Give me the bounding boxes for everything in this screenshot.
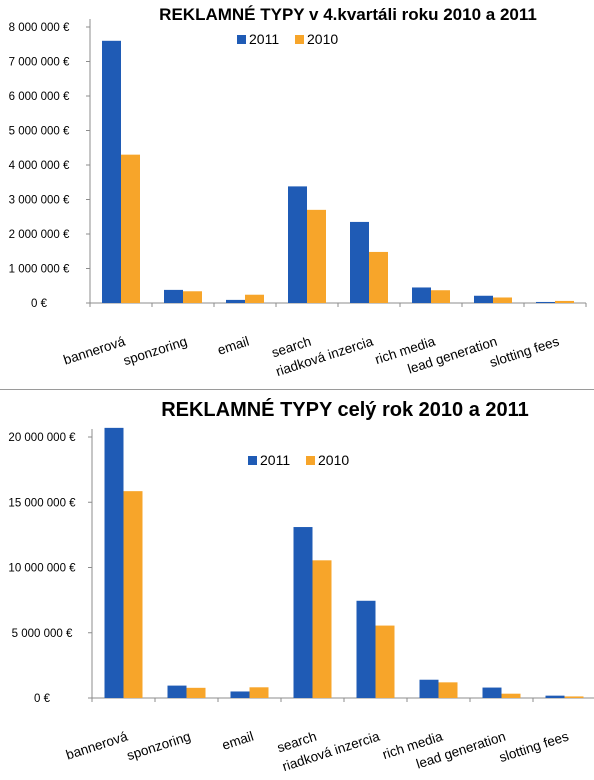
y-tick-label: 8 000 000 € bbox=[9, 22, 70, 34]
y-tick-label: 6 000 000 € bbox=[9, 91, 70, 103]
bar-2010-0 bbox=[123, 491, 143, 698]
bar-2011-5 bbox=[419, 679, 439, 698]
bar-2010-6 bbox=[493, 297, 512, 303]
bar-2010-7 bbox=[564, 696, 584, 698]
y-tick-label: 0 € bbox=[31, 298, 48, 310]
category-label: sponzoring bbox=[121, 334, 188, 369]
bar-2010-4 bbox=[375, 625, 395, 698]
bar-2011-2 bbox=[226, 299, 245, 303]
y-tick-label: 0 € bbox=[34, 693, 51, 705]
legend-swatch-2011 bbox=[248, 456, 257, 465]
y-tick-label: 3 000 000 € bbox=[9, 195, 70, 207]
bar-2010-4 bbox=[369, 251, 388, 303]
bar-2010-0 bbox=[121, 154, 140, 303]
bar-2011-7 bbox=[545, 695, 565, 698]
category-label: sponzoring bbox=[125, 729, 192, 764]
category-label: slotting fees bbox=[497, 729, 570, 766]
bar-2011-6 bbox=[474, 295, 493, 303]
bar-2010-7 bbox=[555, 300, 574, 303]
y-tick-label: 10 000 000 € bbox=[8, 563, 76, 575]
bar-2010-3 bbox=[312, 560, 332, 698]
legend-swatch-2011 bbox=[237, 35, 246, 44]
bar-2011-2 bbox=[230, 691, 250, 698]
legend-swatch-2010 bbox=[306, 456, 315, 465]
bar-2011-6 bbox=[482, 687, 502, 698]
bar-2010-5 bbox=[431, 290, 450, 303]
category-label: bannerová bbox=[62, 333, 128, 367]
legend-label-2011: 2011 bbox=[260, 452, 290, 468]
y-tick-label: 15 000 000 € bbox=[8, 497, 76, 509]
bar-2011-0 bbox=[102, 40, 121, 304]
bar-2010-6 bbox=[501, 693, 521, 698]
chart-divider bbox=[0, 389, 594, 390]
bar-2011-3 bbox=[288, 186, 307, 303]
bar-2010-2 bbox=[245, 294, 264, 303]
bar-2011-1 bbox=[167, 685, 187, 698]
legend-label-2010: 2010 bbox=[318, 452, 349, 468]
bar-2011-3 bbox=[293, 527, 313, 698]
legend-label-2010: 2010 bbox=[307, 31, 338, 47]
bar-2010-1 bbox=[186, 687, 206, 698]
y-tick-label: 2 000 000 € bbox=[9, 229, 70, 241]
bar-2011-1 bbox=[164, 289, 183, 303]
legend-swatch-2010 bbox=[295, 35, 304, 44]
bar-2011-4 bbox=[356, 600, 376, 698]
legend-label-2011: 2011 bbox=[249, 31, 279, 47]
bar-2010-3 bbox=[307, 209, 326, 303]
category-label: email bbox=[216, 334, 251, 358]
category-label: slotting fees bbox=[488, 334, 561, 371]
bar-2010-1 bbox=[183, 291, 202, 303]
y-tick-label: 4 000 000 € bbox=[9, 160, 70, 172]
chart-title: REKLAMNÉ TYPY celý rok 2010 a 2011 bbox=[161, 398, 529, 421]
chart-yearly: REKLAMNÉ TYPY celý rok 2010 a 2011 0 € 5 0… bbox=[8, 398, 594, 774]
bar-2011-0 bbox=[104, 427, 124, 698]
chart-title: REKLAMNÉ TYPY v 4.kvartáli roku 2010 a 2… bbox=[159, 5, 537, 24]
bar-2011-7 bbox=[536, 301, 555, 303]
y-tick-label: 20 000 000 € bbox=[8, 432, 76, 444]
y-tick-label: 5 000 000 € bbox=[9, 126, 70, 138]
bar-2010-2 bbox=[249, 687, 269, 698]
chart-quarterly: REKLAMNÉ TYPY v 4.kvartáli roku 2010 a 2… bbox=[9, 5, 587, 379]
y-tick-label: 5 000 000 € bbox=[12, 628, 73, 640]
bar-2010-5 bbox=[438, 682, 458, 698]
category-label: email bbox=[220, 729, 255, 753]
y-tick-label: 7 000 000 € bbox=[9, 57, 70, 69]
bar-2011-5 bbox=[412, 287, 431, 303]
y-tick-label: 1 000 000 € bbox=[9, 264, 70, 276]
bar-2011-4 bbox=[350, 221, 369, 303]
category-label: bannerová bbox=[64, 728, 130, 762]
